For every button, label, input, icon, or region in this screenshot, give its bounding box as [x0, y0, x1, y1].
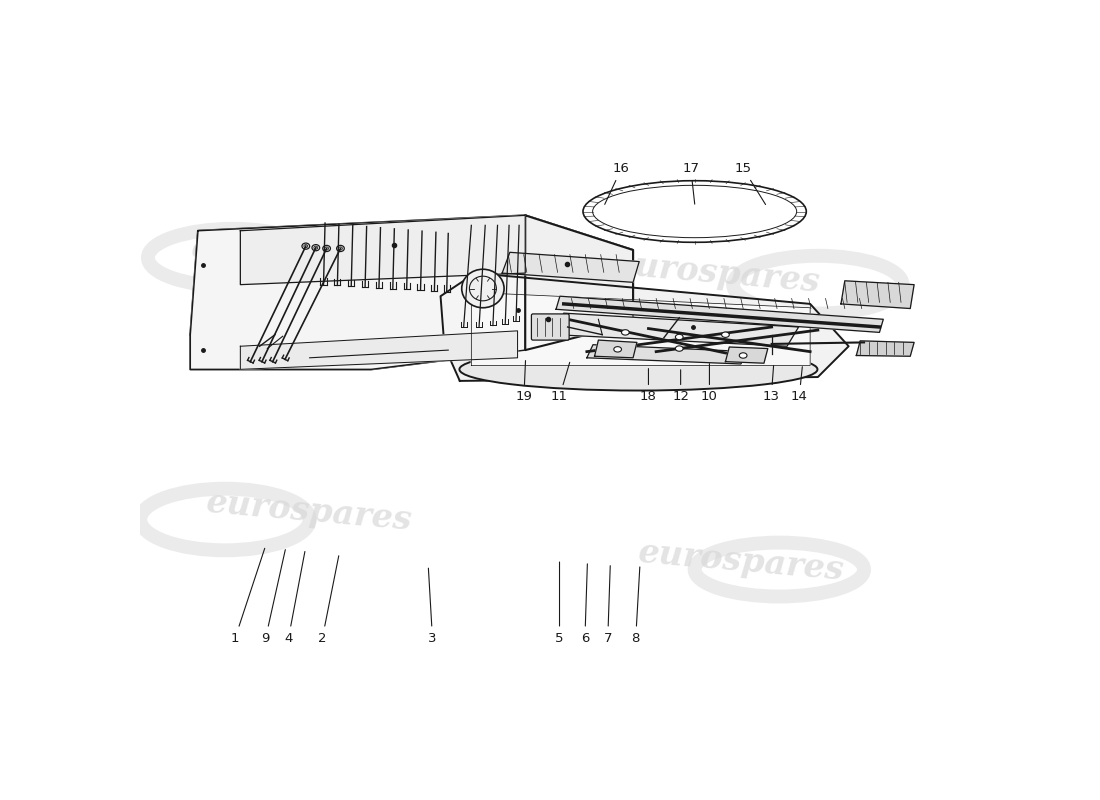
Polygon shape	[856, 341, 914, 356]
Polygon shape	[502, 252, 639, 282]
Text: 7: 7	[604, 566, 612, 645]
Polygon shape	[241, 215, 526, 285]
Text: 6: 6	[581, 564, 590, 645]
Polygon shape	[241, 331, 517, 370]
Text: 9: 9	[262, 550, 285, 645]
Polygon shape	[556, 296, 883, 332]
Text: 3: 3	[428, 568, 437, 645]
FancyBboxPatch shape	[531, 314, 569, 340]
Ellipse shape	[722, 332, 729, 338]
Text: 18: 18	[640, 369, 657, 403]
Polygon shape	[594, 340, 637, 358]
Text: eurospares: eurospares	[206, 486, 414, 538]
Ellipse shape	[675, 346, 683, 351]
Text: 2: 2	[318, 556, 339, 645]
Text: eurospares: eurospares	[614, 248, 822, 298]
Text: 4: 4	[284, 551, 305, 645]
Text: 13: 13	[762, 366, 780, 403]
Polygon shape	[190, 215, 634, 370]
Text: eurospares: eurospares	[190, 232, 398, 283]
Polygon shape	[526, 215, 634, 350]
Text: 15: 15	[735, 162, 766, 205]
Text: 12: 12	[672, 370, 689, 403]
Text: 14: 14	[791, 366, 807, 403]
Polygon shape	[190, 215, 526, 370]
Text: 11: 11	[551, 362, 570, 403]
Polygon shape	[842, 281, 914, 309]
Polygon shape	[556, 313, 799, 346]
Polygon shape	[472, 292, 810, 366]
Text: 17: 17	[682, 162, 700, 204]
Text: 10: 10	[701, 364, 718, 403]
Polygon shape	[726, 347, 768, 363]
Text: 1: 1	[231, 548, 265, 645]
Ellipse shape	[614, 346, 622, 352]
Polygon shape	[587, 345, 749, 364]
Text: 8: 8	[631, 567, 640, 645]
Polygon shape	[440, 273, 849, 381]
Text: eurospares: eurospares	[637, 537, 845, 587]
Text: 19: 19	[516, 361, 532, 403]
Text: 16: 16	[605, 162, 630, 204]
Text: 5: 5	[556, 562, 564, 645]
Ellipse shape	[462, 270, 504, 308]
Ellipse shape	[739, 353, 747, 358]
Ellipse shape	[621, 330, 629, 335]
Ellipse shape	[675, 334, 683, 340]
Ellipse shape	[460, 348, 817, 390]
